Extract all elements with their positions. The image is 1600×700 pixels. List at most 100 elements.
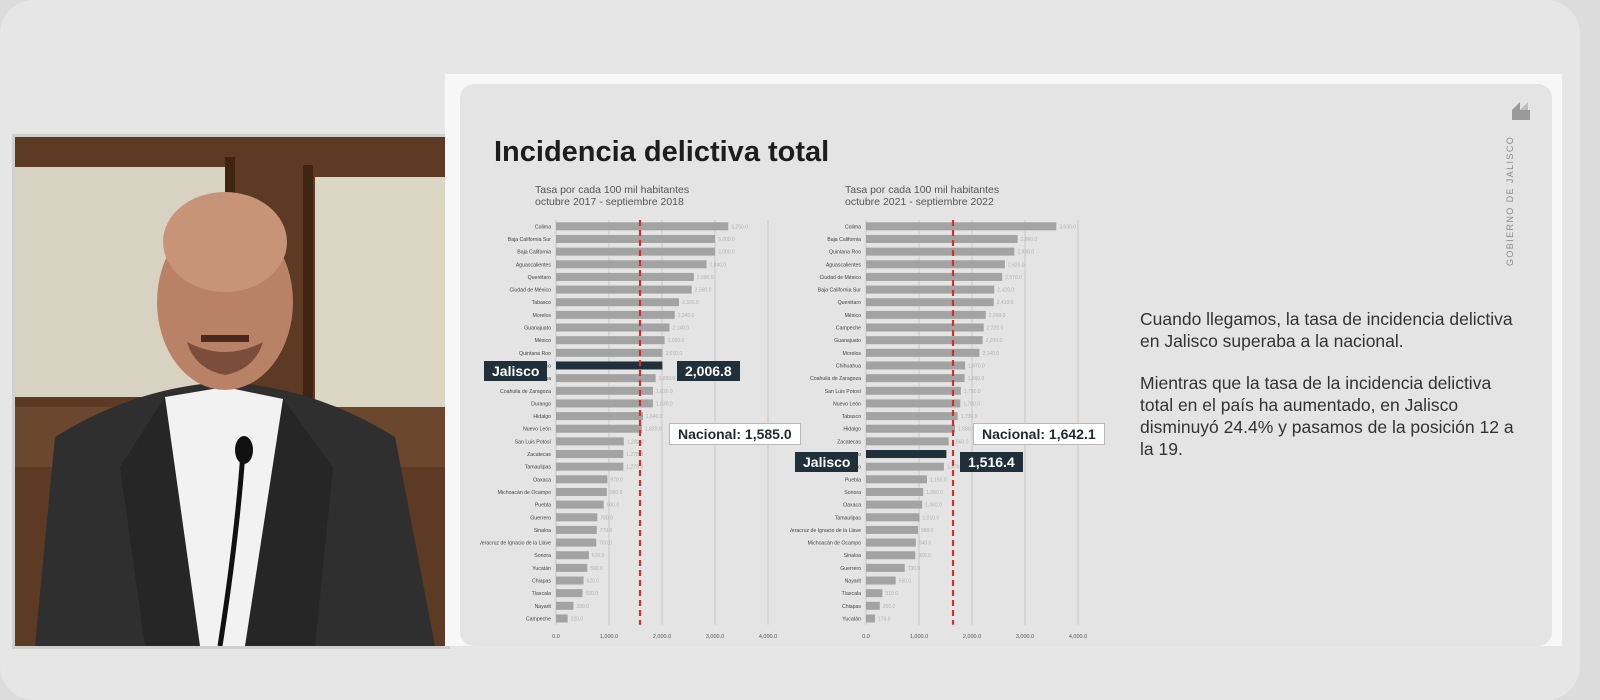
chart-1-bar — [556, 412, 643, 421]
chart-2-bar — [866, 525, 918, 534]
chart-2-xtick-label: 2,000.0 — [963, 634, 981, 640]
chart-1-value-label: 970.0 — [610, 477, 623, 483]
chart-1-bar — [556, 589, 583, 598]
chart-2-value-label: 2,800.0 — [1017, 250, 1034, 256]
chart-2-bar — [866, 614, 876, 623]
chart-1-bar — [556, 336, 665, 345]
chart-2-subtitle-line: Tasa por cada 100 mil habitantes — [845, 184, 1000, 196]
chart-1-bar — [556, 513, 598, 522]
chart-2-category-label: Michoacán de Ocampo — [808, 541, 861, 547]
chart-1-value-label: 2,240.0 — [678, 313, 695, 319]
chart-1-category-label: Querétaro — [528, 275, 551, 281]
chart-2-value-label: 310.0 — [885, 591, 898, 597]
chart-1-bar — [556, 487, 607, 496]
chart-1-category-label: Guanajuato — [524, 326, 551, 332]
chart-1-category-label: Sinaloa — [534, 528, 551, 534]
chart-2-category-label: Oaxaca — [843, 503, 861, 509]
chart-2-national-label: Nacional: 1,642.1 — [973, 423, 1105, 445]
chart-2-bar — [866, 386, 961, 395]
chart-2-bar — [866, 538, 916, 547]
chart-2-value-label: 2,220.0 — [987, 326, 1004, 332]
chart-1-category-label: Quintana Roo — [519, 351, 551, 357]
chart-1-category-label: Colima — [535, 224, 551, 230]
chart-2-bar — [866, 336, 983, 345]
chart-2-value-label: 2,200.0 — [986, 338, 1003, 344]
chart-1-category-label: Durango — [531, 401, 551, 407]
chart-1-value-label: 620.0 — [592, 553, 605, 559]
chart-2-category-label: Sinaloa — [844, 553, 861, 559]
chart-1-category-label: Zacatecas — [527, 452, 551, 458]
chart-1-xtick-label: 0.0 — [552, 634, 560, 640]
chart-2-bar — [866, 487, 924, 496]
chart-1-xtick-label: 3,000.0 — [706, 634, 724, 640]
chart-2-value-label: 1,470.0 — [947, 465, 964, 471]
chart-2-xtick-label: 3,000.0 — [1016, 634, 1034, 640]
chart-2-xtick-label: 4,000.0 — [1069, 634, 1087, 640]
chart-2-value-label: 1,010.0 — [923, 515, 940, 521]
chart-1-category-label: Baja California Sur — [508, 237, 552, 243]
chart-1-bar — [556, 361, 663, 370]
chart-2-value-label: 2,620.0 — [1008, 262, 1025, 268]
chart-2-value-label: 2,140.0 — [982, 351, 999, 357]
chart-2-bar — [866, 563, 905, 572]
chart-2-value-label: 3,590.0 — [1059, 224, 1076, 230]
gobierno-jalisco-logo-icon — [1512, 102, 1530, 120]
chart-2-bar — [866, 348, 980, 357]
chart-2-value-label: 1,080.0 — [926, 490, 943, 496]
chart-2-bar — [866, 412, 958, 421]
chart-1-category-label: Tabasco — [532, 300, 551, 306]
chart-2-bar — [866, 310, 986, 319]
chart-1-value-label: 1,830.0 — [656, 401, 673, 407]
chart-2-bar — [866, 437, 949, 446]
chart-1-value-label: 220.0 — [571, 616, 584, 622]
chart-1-category-label: Puebla — [535, 503, 551, 509]
chart-1-category-label: Morelos — [533, 313, 552, 319]
chart-2-value-label: 980.0 — [921, 528, 934, 534]
chart-1-bar — [556, 563, 588, 572]
chart-1-value-label: 590.0 — [590, 566, 603, 572]
chart-2-value-label: 2,570.0 — [1005, 275, 1022, 281]
chart-2-category-label: Veracruz de Ignacio de la Llave — [790, 528, 861, 534]
chart-1-category-label: Tlaxcala — [532, 591, 551, 597]
chart-1-bar — [556, 450, 624, 459]
chart-2-bar — [866, 450, 947, 459]
chart-1-bar — [556, 285, 692, 294]
chart-1-bar — [556, 576, 584, 585]
chart-1-category-label: Yucatán — [532, 566, 551, 572]
chart-1-category-label: Coahuila de Zaragoza — [500, 389, 551, 395]
chart-1-value-label: 760.0 — [599, 541, 612, 547]
chart-2-bar — [866, 323, 984, 332]
chart-2-category-label: Nayarit — [845, 579, 862, 585]
chart-2-bar — [866, 500, 923, 509]
chart-1-bar — [556, 601, 574, 610]
chart-1-value-label: 2,050.0 — [668, 338, 685, 344]
chart-1-category-label: Michoacán de Ocampo — [498, 490, 551, 496]
chart-1-bar — [556, 538, 597, 547]
chart-2-bar — [866, 589, 883, 598]
chart-2-value-label: 930.0 — [918, 553, 931, 559]
chart-1-category-label: Campeche — [526, 616, 551, 622]
speaker-video — [12, 134, 450, 649]
chart-1-value-label: 780.0 — [600, 515, 613, 521]
chart-1-bar — [556, 399, 653, 408]
chart-2-category-label: Sonora — [844, 490, 861, 496]
chart-2-category-label: Chihuahua — [836, 363, 861, 369]
chart-2-value-label: 1,870.0 — [968, 363, 985, 369]
chart-1-bar — [556, 298, 679, 307]
chart-2-bar — [866, 551, 916, 560]
chart-2-value-label: 170.0 — [878, 616, 891, 622]
chart-1-value-label: 1,280.0 — [627, 439, 644, 445]
chart-2-bar — [866, 576, 896, 585]
chart-2-category-label: Yucatán — [842, 616, 861, 622]
chart-1-value-label: 500.0 — [586, 591, 599, 597]
chart-1-value-label: 2,010.0 — [666, 351, 683, 357]
chart-2-bar — [866, 285, 995, 294]
chart-1-value-label: 1,270.0 — [626, 452, 643, 458]
chart-1-bar — [556, 386, 653, 395]
chart-1-value-label: 770.0 — [600, 528, 613, 534]
chart-2-category-label: Puebla — [845, 477, 861, 483]
chart-2-value-label: 1,680.0 — [958, 427, 975, 433]
chart-1-bar — [556, 348, 663, 357]
chart-1-value-label: 1,270.0 — [626, 465, 643, 471]
chart-1-bar — [556, 614, 568, 623]
